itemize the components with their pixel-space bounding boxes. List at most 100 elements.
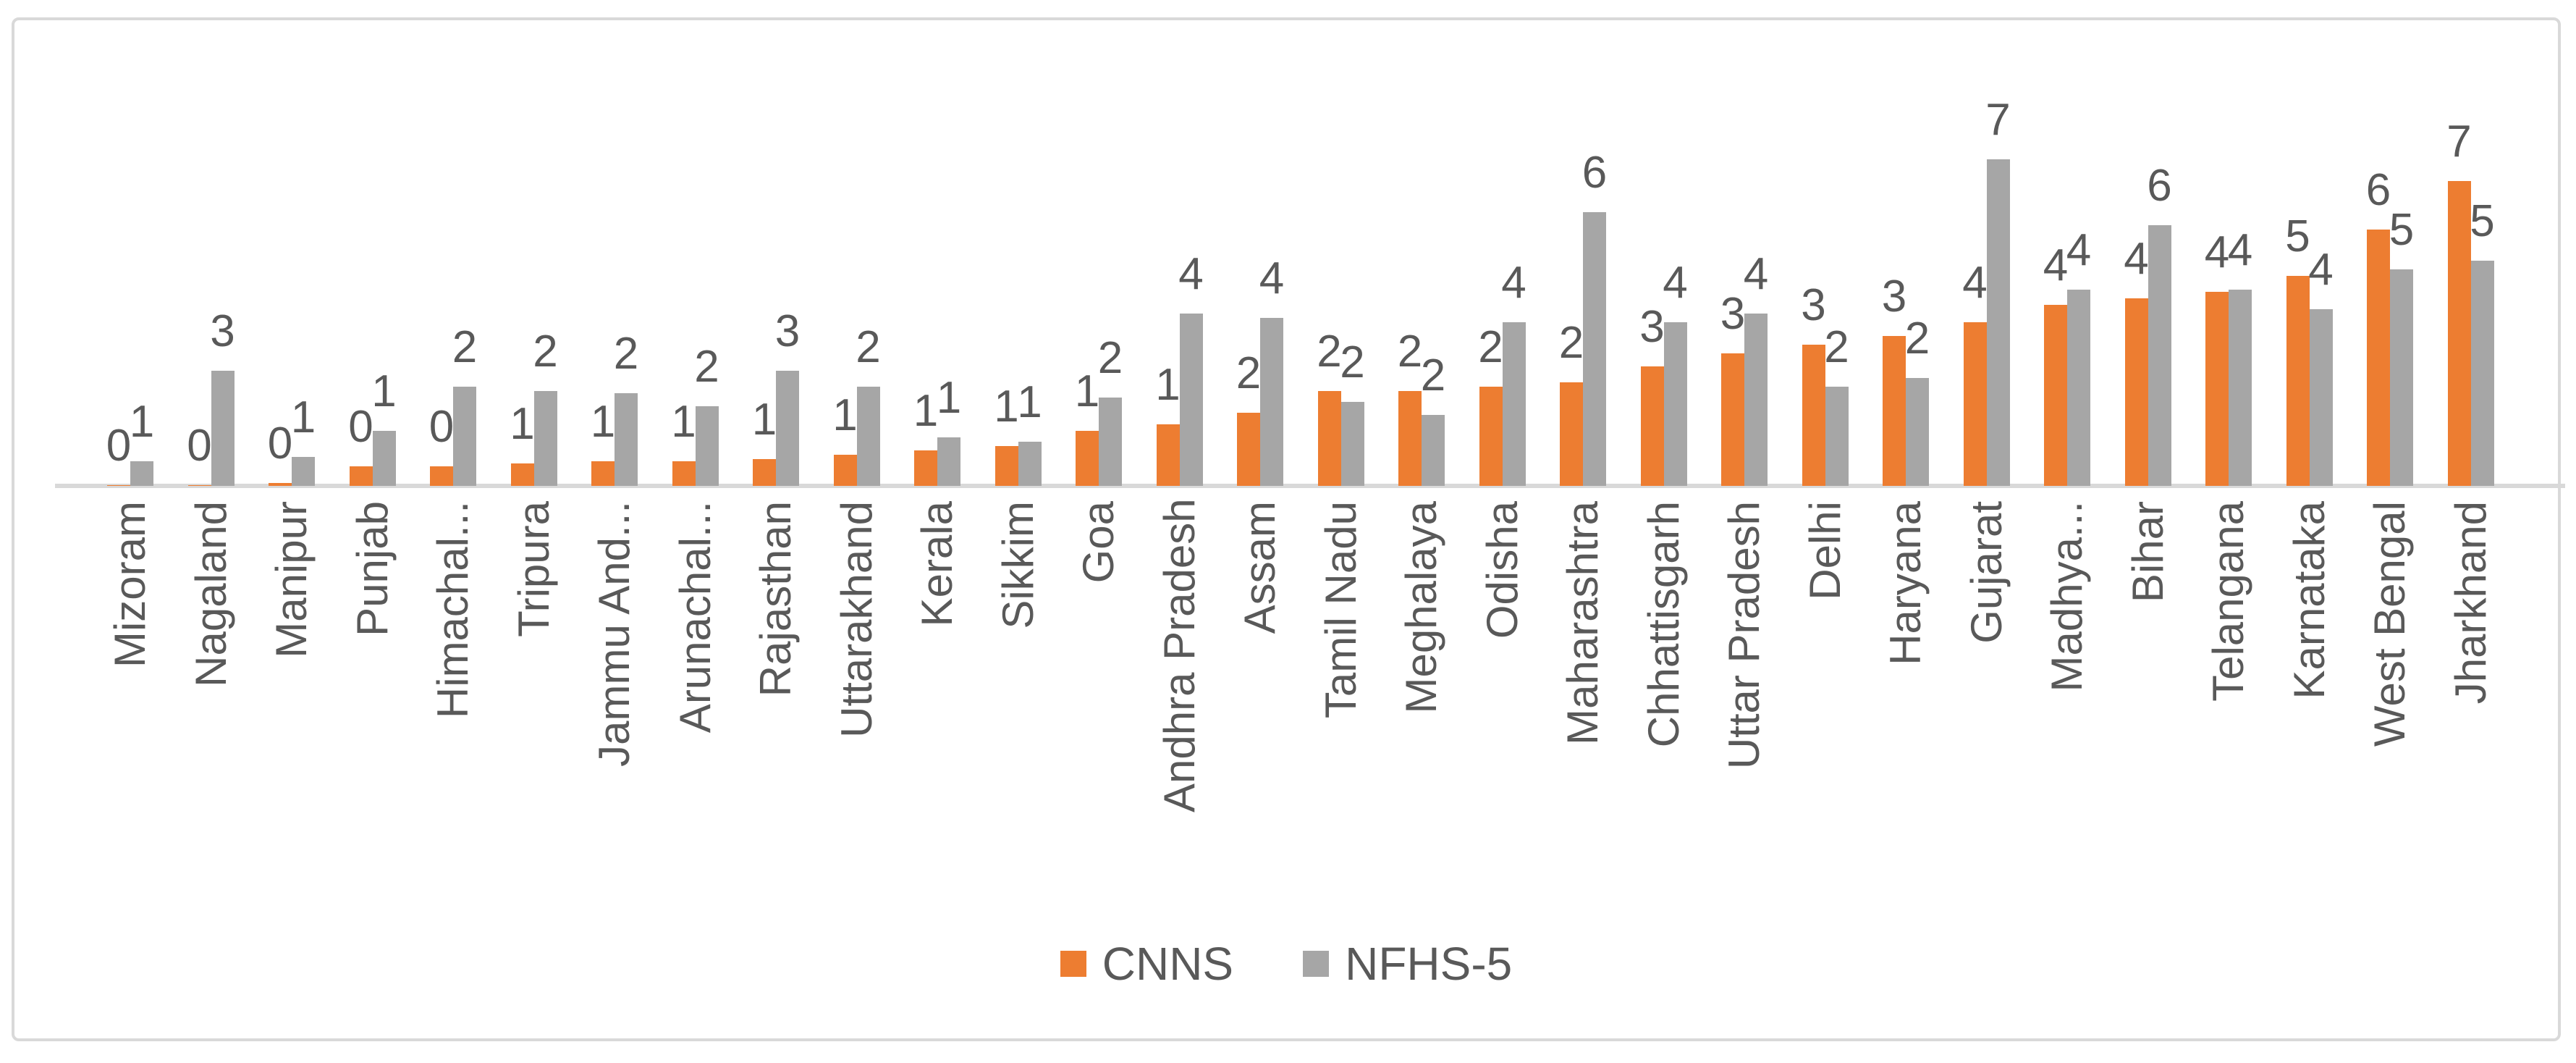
bar-cnns [1398, 391, 1422, 486]
value-label-cnns: 2 [1558, 318, 1584, 368]
bar-nfhs5 [1260, 318, 1283, 486]
value-label-nfhs5: 3 [774, 306, 801, 356]
bar-cnns [1076, 431, 1099, 486]
x-axis-label: Assam [1236, 501, 1284, 634]
value-label-nfhs5: 2 [694, 342, 719, 392]
chart-frame: CNNS NFHS-5 0 1 Mizoram 0 3 Nagaland 0 1 Manipur 0… [12, 17, 2565, 1041]
bar-cnns [1963, 322, 1987, 486]
value-label-nfhs5: 2 [1340, 337, 1365, 387]
bar-cnns [591, 461, 615, 486]
value-label-cnns: 2 [1478, 322, 1503, 372]
bar-nfhs5 [1986, 159, 2010, 486]
value-label-nfhs5: 7 [1985, 95, 2011, 145]
x-axis-label: Uttar Pradesh [1720, 501, 1768, 770]
value-label-cnns: 0 [428, 402, 455, 452]
x-axis-label: Uttarakhand [832, 501, 881, 738]
value-label-cnns: 6 [2365, 165, 2391, 215]
value-label-nfhs5: 6 [1582, 148, 1608, 198]
value-label-nfhs5: 4 [1178, 249, 1204, 299]
value-label-nfhs5: 2 [1097, 333, 1123, 383]
bar-cnns [1640, 366, 1664, 486]
bar-nfhs5 [776, 371, 799, 486]
value-label-nfhs5: 4 [1743, 249, 1769, 299]
bar-cnns [672, 461, 696, 486]
value-label-nfhs5: 6 [2147, 161, 2172, 211]
value-label-cnns: 1 [913, 386, 939, 436]
value-label-nfhs5: 2 [613, 329, 639, 379]
legend-swatch-nfhs5 [1303, 951, 1330, 977]
bar-nfhs5 [2390, 269, 2413, 486]
value-label-cnns: 7 [2446, 117, 2472, 167]
x-axis-label: Chhattisgarh [1639, 501, 1688, 748]
bar-nfhs5 [292, 457, 315, 486]
value-label-cnns: 1 [994, 382, 1019, 432]
bar-cnns [2044, 305, 2067, 486]
bar-nfhs5 [1179, 314, 1203, 486]
value-label-cnns: 2 [1236, 348, 1262, 398]
value-label-cnns: 2 [1397, 327, 1423, 377]
bar-nfhs5 [533, 391, 557, 486]
x-axis-label: Nagaland [186, 501, 235, 687]
value-label-nfhs5: 4 [1501, 258, 1526, 308]
bar-nfhs5 [453, 387, 476, 486]
value-label-cnns: 5 [2285, 211, 2310, 261]
value-label-nfhs5: 2 [1824, 322, 1849, 372]
x-axis-label: Telangana [2204, 501, 2252, 702]
bar-cnns [2367, 230, 2390, 486]
value-label-cnns: 2 [1317, 327, 1342, 377]
value-label-cnns: 0 [106, 421, 132, 471]
bar-nfhs5 [130, 461, 153, 486]
value-label-cnns: 0 [187, 421, 212, 471]
x-axis-label: Goa [1074, 501, 1123, 584]
value-label-nfhs5: 5 [2470, 196, 2495, 246]
value-label-cnns: 1 [832, 390, 858, 440]
value-label-cnns: 1 [1074, 366, 1100, 416]
bar-cnns [914, 450, 937, 486]
bar-nfhs5 [1583, 212, 1606, 486]
x-axis-label: Rajasthan [751, 501, 800, 697]
value-label-nfhs5: 1 [290, 392, 316, 442]
x-axis-label: Kerala [913, 501, 961, 627]
legend-item-nfhs5: NFHS-5 [1303, 941, 1512, 987]
bar-nfhs5 [1422, 415, 1445, 486]
value-label-cnns: 4 [1962, 258, 1988, 308]
bar-cnns [753, 459, 776, 486]
bar-nfhs5 [2067, 290, 2090, 486]
x-axis-label: Meghalaya [1397, 501, 1445, 714]
x-axis-label: Arunachal... [670, 501, 719, 734]
value-label-nfhs5: 1 [371, 366, 397, 416]
legend-item-cnns: CNNS [1060, 941, 1233, 987]
x-axis-label: Tripura [509, 501, 558, 637]
bar-nfhs5 [937, 437, 960, 486]
x-axis-label: Punjab [347, 501, 397, 636]
bar-nfhs5 [2148, 225, 2171, 486]
bar-cnns [2205, 292, 2229, 486]
value-label-nfhs5: 4 [2227, 225, 2253, 275]
x-axis-label: Mizoram [106, 501, 154, 668]
legend-label: CNNS [1102, 938, 1234, 990]
bar-cnns [833, 455, 857, 486]
bar-cnns [1560, 382, 1583, 486]
x-axis-label: Himachal... [428, 501, 477, 719]
value-label-nfhs5: 5 [2389, 205, 2415, 255]
value-label-cnns: 3 [1720, 289, 1746, 339]
x-axis-label: Manipur [267, 501, 316, 658]
value-label-cnns: 1 [510, 399, 535, 449]
bar-cnns [1883, 336, 1906, 486]
value-label-nfhs5: 4 [1259, 253, 1285, 303]
value-label-nfhs5: 1 [1017, 377, 1042, 427]
bar-nfhs5 [1018, 442, 1042, 486]
x-axis-label: West Bengal [2365, 501, 2414, 747]
bar-cnns [994, 446, 1018, 486]
value-label-nfhs5: 2 [1904, 314, 1930, 364]
bar-cnns [1156, 424, 1180, 486]
bar-nfhs5 [2470, 261, 2494, 486]
x-axis-label: Delhi [1800, 501, 1849, 600]
bar-nfhs5 [372, 431, 396, 486]
x-axis-label: Sikkim [993, 501, 1042, 629]
bar-nfhs5 [211, 371, 235, 486]
legend-label: NFHS-5 [1345, 938, 1513, 990]
bar-cnns [2124, 298, 2148, 486]
value-label-cnns: 1 [1155, 360, 1181, 410]
x-axis-label: Tamil Nadu [1316, 501, 1365, 719]
